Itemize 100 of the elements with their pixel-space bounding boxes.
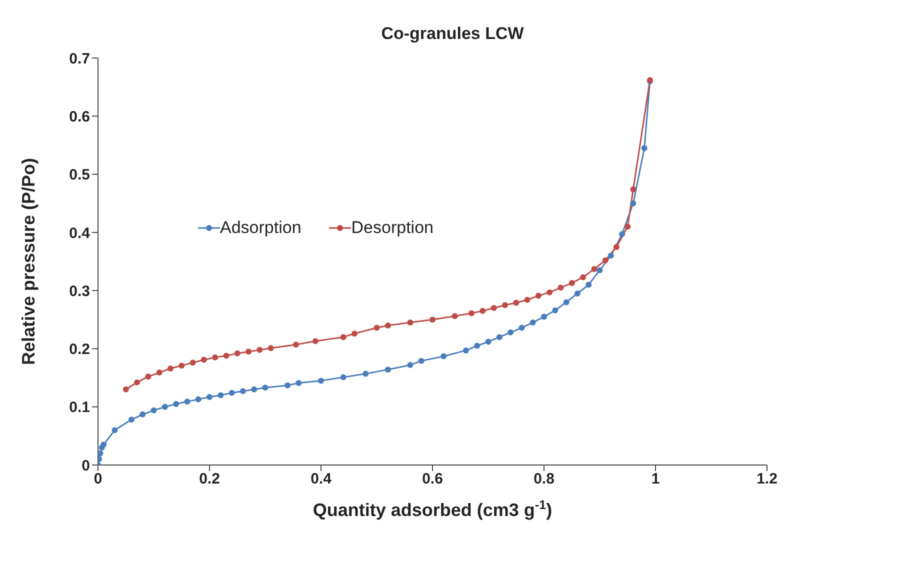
point: [251, 386, 258, 392]
point: [502, 302, 508, 308]
legend-label: Adsorption: [220, 218, 302, 238]
point: [206, 394, 212, 400]
point: [234, 350, 240, 356]
point: [340, 374, 346, 380]
point: [195, 396, 202, 402]
y-tick-label: 0.2: [69, 341, 90, 358]
point: [134, 379, 140, 386]
point: [340, 334, 346, 340]
x-tick-label: 1.2: [756, 470, 778, 488]
point: [558, 284, 564, 291]
point: [530, 320, 536, 326]
y-tick-label: 0.3: [69, 282, 90, 300]
point: [546, 289, 553, 296]
point: [112, 427, 118, 434]
point: [150, 407, 157, 414]
point: [596, 267, 603, 274]
point: [140, 411, 146, 418]
point: [128, 416, 134, 423]
x-tick-label: 0.4: [310, 470, 332, 488]
point: [212, 354, 218, 360]
point: [608, 252, 614, 259]
point: [184, 398, 190, 405]
point: [98, 450, 104, 456]
point: [312, 338, 318, 344]
point: [630, 200, 636, 206]
point: [256, 346, 263, 353]
point: [292, 342, 299, 348]
point: [407, 362, 414, 368]
point: [513, 300, 520, 306]
point: [384, 366, 391, 373]
point: [246, 348, 252, 355]
point: [452, 313, 458, 320]
point: [430, 316, 436, 323]
y-tick-label: 0.4: [69, 224, 91, 242]
y-tick-label: 0.6: [69, 108, 90, 126]
x-axis-title: Quantity adsorbed (cm3 g$^{-1}$): [312, 498, 552, 520]
point: [296, 380, 302, 386]
x-tick-label: 0.2: [199, 470, 220, 488]
point: [156, 370, 162, 376]
chart-title: Co-granules LCW: [380, 24, 525, 44]
y-tick-label: 0.5: [69, 166, 90, 184]
point: [563, 299, 570, 306]
point: [574, 290, 580, 296]
point: [223, 352, 230, 359]
point: [418, 358, 424, 364]
point: [145, 374, 152, 380]
x-tick-label: 0: [94, 470, 102, 488]
x-tick-label: 0.6: [422, 470, 443, 488]
point: [240, 388, 246, 394]
point: [228, 390, 235, 396]
point: [374, 324, 380, 331]
point: [318, 378, 324, 384]
point: [518, 324, 525, 331]
point: [162, 404, 168, 410]
point: [630, 186, 636, 192]
point: [100, 442, 107, 448]
point: [190, 360, 196, 366]
point: [552, 307, 558, 314]
point: [407, 320, 414, 326]
point: [462, 347, 469, 354]
y-axis-title: Relative pressure (P/Po): [18, 158, 38, 366]
legend-label: Desorption: [351, 218, 434, 238]
point: [535, 292, 542, 299]
point: [167, 365, 174, 372]
point: [602, 257, 608, 264]
point: [524, 296, 530, 303]
y-tick-label: 0.1: [69, 399, 90, 416]
point: [351, 330, 358, 337]
point: [613, 244, 620, 250]
x-tick-label: 1: [651, 470, 660, 488]
point: [496, 334, 502, 340]
x-tick-label: 0.8: [534, 470, 554, 488]
point: [624, 224, 631, 230]
y-tick-label: 0.7: [69, 50, 90, 68]
point: [508, 329, 514, 336]
point: [362, 370, 369, 377]
point: [173, 400, 180, 407]
point: [284, 382, 291, 388]
point: [262, 384, 268, 391]
point: [568, 280, 575, 286]
point: [586, 282, 592, 288]
point: [541, 314, 547, 320]
point: [591, 266, 598, 272]
point: [641, 145, 648, 152]
point: [268, 345, 274, 352]
y-tick-label: 0: [82, 457, 90, 474]
point: [384, 322, 391, 328]
point: [440, 353, 447, 360]
point: [619, 231, 626, 238]
point: [218, 392, 224, 398]
point: [468, 310, 475, 316]
point: [485, 338, 492, 345]
point: [200, 356, 207, 363]
point: [178, 362, 185, 369]
point: [480, 308, 486, 314]
point: [474, 342, 480, 349]
point: [122, 386, 129, 392]
point: [490, 305, 497, 312]
